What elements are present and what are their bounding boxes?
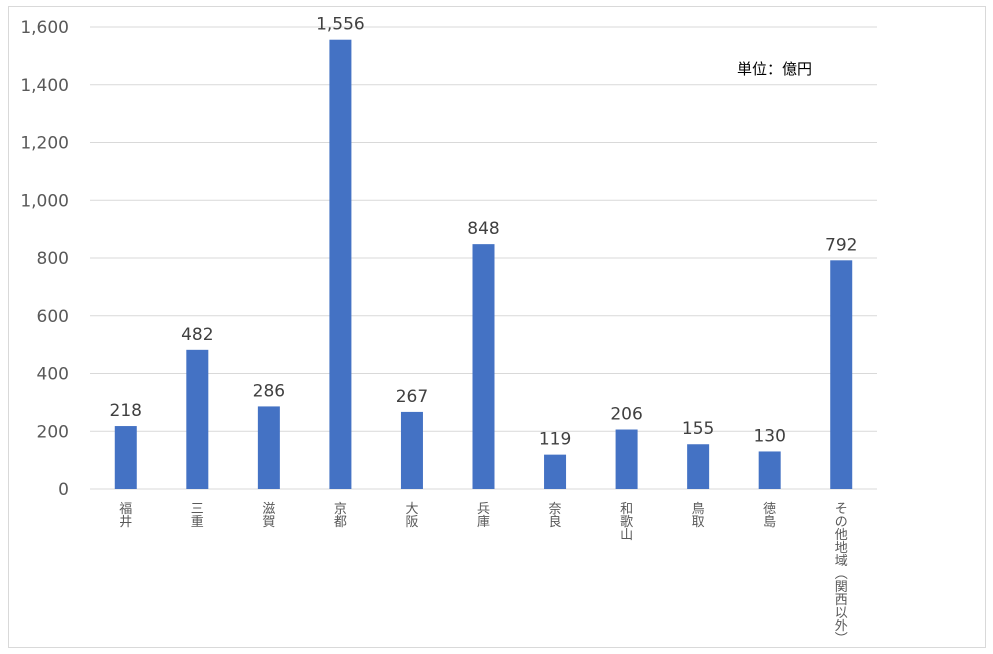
category-label: 京都 (334, 502, 347, 530)
category-label: 兵庫 (477, 502, 490, 530)
y-tick-label: 800 (37, 249, 69, 269)
y-axis-tick-labels: 0 200 400 600 800 1,000 1,200 1,400 1,600 (20, 18, 69, 500)
chart-frame (8, 6, 986, 648)
bar-大阪 (400, 411, 423, 489)
data-label: 119 (539, 430, 571, 450)
bar-その他地域（関西以外） (830, 260, 853, 489)
category-label: 奈良 (549, 502, 562, 530)
data-label: 218 (110, 401, 142, 421)
y-tick-label: 1,600 (20, 18, 69, 38)
data-labels: 218 482 286 1,556 267 848 119 206 155 130 792 (110, 15, 858, 450)
data-label: 130 (753, 426, 785, 446)
bar-和歌山 (615, 429, 638, 489)
category-label: その他地域︵関西以外︶ (835, 502, 848, 647)
bar-福井 (114, 426, 137, 489)
data-label: 792 (825, 235, 857, 255)
unit-annotation: 単位：億円 (737, 60, 812, 78)
y-tick-label: 400 (37, 365, 69, 385)
data-label: 848 (467, 219, 499, 239)
data-label: 155 (682, 419, 714, 439)
y-tick-label: 200 (37, 422, 69, 442)
category-label: 大阪 (405, 502, 418, 530)
data-label: 1,556 (316, 15, 365, 35)
category-label: 滋賀 (262, 502, 275, 530)
gridlines (90, 26, 877, 490)
x-axis-category-labels: 福井 三重 滋賀 京都 大阪 兵庫 奈良 和歌山 鳥取 徳島 その他地域︵関西以外︶ (119, 502, 847, 647)
y-tick-label: 1,400 (20, 76, 69, 96)
y-tick-label: 0 (58, 480, 69, 500)
bar-京都 (329, 39, 352, 490)
y-tick-label: 600 (37, 307, 69, 327)
y-tick-label: 1,200 (20, 134, 69, 154)
category-label: 徳島 (763, 502, 776, 530)
bar-三重 (186, 349, 209, 489)
category-label: 和歌山 (620, 502, 633, 543)
bar-兵庫 (472, 244, 495, 489)
bar-奈良 (544, 454, 567, 489)
bar-滋賀 (257, 406, 280, 489)
bars (114, 39, 853, 490)
category-label: 鳥取 (692, 502, 705, 530)
bar-鳥取 (687, 444, 710, 489)
category-label: 三重 (191, 502, 204, 530)
data-label: 286 (253, 381, 285, 401)
data-label: 482 (181, 325, 213, 345)
data-label: 267 (396, 387, 428, 407)
data-label: 206 (610, 405, 642, 425)
bar-徳島 (758, 451, 781, 489)
category-label: 福井 (119, 502, 132, 530)
y-tick-label: 1,000 (20, 191, 69, 211)
